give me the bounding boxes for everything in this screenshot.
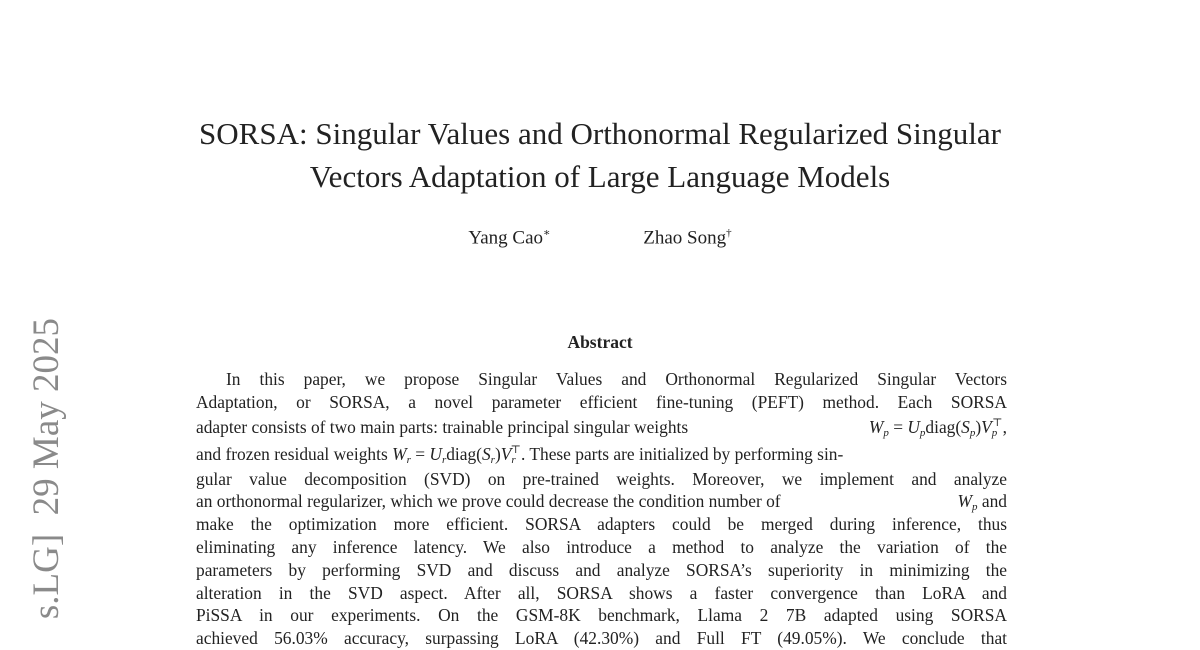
math-wp-inline: Wp and [957,491,1007,514]
abstract-text: . These parts are initialized by perform… [521,443,844,464]
abstract-line: In this paper, we propose Singular Value… [226,369,1007,389]
abstract-line: achieved 56.03% accuracy, surpassing LoR… [196,628,1007,649]
paper-title: SORSA: Singular Values and Orthonormal R… [0,112,1200,198]
abstract-line: parameters by performing SVD and discuss… [196,559,1007,580]
author-name: Yang Cao [468,227,543,249]
abstract-line: and frozen residual weights Wr = Urdiag(… [196,441,1007,468]
abstract-heading: Abstract [567,332,633,352]
authors: Yang Cao∗ Zhao Song† [0,226,1200,249]
abstract-text: and frozen residual weights [196,443,388,464]
abstract-text: adapter consists of two main parts: trai… [196,416,689,437]
author-name: Zhao Song [643,227,727,249]
author-footnote-mark: † [726,227,732,239]
abstract-line: alteration in the SVD aspect. After all,… [196,582,1007,603]
author-footnote-mark: ∗ [543,227,551,239]
abstract-line: eliminating any inference latency. We al… [196,536,1007,557]
abstract-line: PiSSA in our experiments. On the GSM-8K … [196,605,1007,626]
author: Yang Cao∗ [468,226,550,249]
arxiv-stamp: s.LG] 29 May 2025 [26,318,67,620]
abstract-body: In this paper, we propose Singular Value… [196,368,1007,650]
title-line: SORSA: Singular Values and Orthonormal R… [199,116,1001,151]
abstract-line: make the optimization more efficient. SO… [196,514,1007,535]
math-wr: Wr = Urdiag(Sr)Vr⊤ [392,443,521,466]
abstract-line: gular value decomposition (SVD) on pre-t… [196,468,1007,489]
abstract-text: an orthonormal regularizer, which we pro… [196,491,781,512]
math-wp: Wp = Updiag(Sp)Vp⊤, [868,416,1007,439]
abstract-line: Adaptation, or SORSA, a novel parameter … [196,391,1007,412]
abstract-line: an orthonormal regularizer, which we pro… [196,490,1007,513]
abstract-line: adapter consists of two main parts: trai… [196,414,1007,441]
author: Zhao Song† [643,227,731,249]
title-line: Vectors Adaptation of Large Language Mod… [309,159,891,194]
